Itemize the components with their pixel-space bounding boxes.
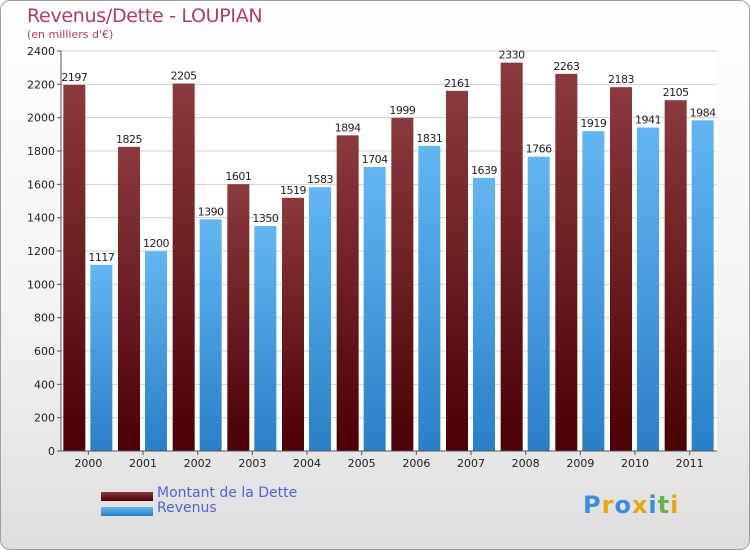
legend-swatch-dette <box>101 492 153 501</box>
data-label-dette: 1601 <box>225 170 251 183</box>
logo-letter: P <box>583 491 602 519</box>
y-tick-label: 200 <box>34 412 55 425</box>
x-tick-label: 2005 <box>348 457 376 470</box>
y-tick-label: 1400 <box>27 212 55 225</box>
data-label-revenus: 1639 <box>471 164 497 177</box>
data-label-dette: 2105 <box>663 86 689 99</box>
y-tick-label: 0 <box>48 445 55 458</box>
x-tick-label: 2001 <box>129 457 157 470</box>
y-tick-label: 1800 <box>27 145 55 158</box>
bar-dette <box>446 90 468 451</box>
data-label-revenus: 1831 <box>416 132 442 145</box>
logo-letter: o <box>614 491 632 519</box>
bar-revenus <box>527 156 550 451</box>
bar-dette <box>63 84 86 451</box>
bar-revenus <box>691 120 714 451</box>
data-label-dette: 2330 <box>499 49 525 62</box>
data-label-dette: 1894 <box>335 121 361 134</box>
x-tick-label: 2008 <box>512 457 540 470</box>
y-tick-label: 2400 <box>27 45 55 58</box>
bar-revenus <box>90 264 113 451</box>
data-label-revenus: 1200 <box>143 237 169 250</box>
bar-revenus <box>254 226 277 451</box>
bar-revenus <box>473 177 495 452</box>
proxiti-logo: Proxiti <box>583 491 679 519</box>
logo-letter: r <box>601 491 615 519</box>
bar-dette <box>664 100 687 452</box>
data-label-revenus: 1117 <box>88 251 114 264</box>
data-label-dette: 1519 <box>280 184 306 197</box>
logo-letter: i <box>648 491 658 519</box>
data-label-dette: 1999 <box>389 104 415 117</box>
data-label-revenus: 1984 <box>690 106 716 119</box>
data-label-revenus: 1583 <box>307 173 333 186</box>
bar-dette <box>172 83 195 451</box>
logo-letter: i <box>670 491 680 519</box>
bar-revenus <box>363 167 386 451</box>
data-label-dette: 2183 <box>608 73 634 86</box>
y-tick-label: 1600 <box>27 178 55 191</box>
data-label-dette: 2205 <box>171 70 197 83</box>
chart-subtitle: (en milliers d'€) <box>27 28 114 41</box>
bar-revenus <box>637 127 659 451</box>
x-tick-label: 2006 <box>402 457 430 470</box>
x-tick-label: 2000 <box>74 457 102 470</box>
legend-swatch-revenus <box>101 507 153 516</box>
y-tick-label: 400 <box>34 378 55 391</box>
data-label-revenus: 1766 <box>526 143 552 156</box>
x-tick-label: 2007 <box>457 457 485 470</box>
bar-revenus <box>199 219 222 451</box>
data-label-dette: 2263 <box>553 60 579 73</box>
bar-dette <box>610 87 632 452</box>
data-label-dette: 1825 <box>116 133 142 146</box>
legend-label-revenus: Revenus <box>157 500 217 516</box>
bar-dette <box>500 62 523 452</box>
data-label-revenus: 1919 <box>580 117 606 130</box>
y-tick-label: 600 <box>34 345 55 358</box>
bar-dette <box>391 117 414 451</box>
data-label-dette: 2197 <box>61 71 87 84</box>
bar-revenus <box>418 145 441 452</box>
chart-title: Revenus/Dette - LOUPIAN <box>27 5 263 27</box>
bar-dette <box>336 135 359 452</box>
y-tick-label: 800 <box>34 312 55 325</box>
bar-revenus <box>309 187 331 451</box>
y-tick-label: 1000 <box>27 278 55 291</box>
x-tick-label: 2004 <box>293 457 321 470</box>
logo-letter: x <box>631 491 649 519</box>
data-label-revenus: 1704 <box>362 153 388 166</box>
y-tick-label: 1200 <box>27 245 55 258</box>
data-label-revenus: 1350 <box>252 212 278 225</box>
x-tick-label: 2002 <box>184 457 212 470</box>
data-label-revenus: 1941 <box>635 114 661 127</box>
x-tick-label: 2003 <box>238 457 266 470</box>
data-label-revenus: 1390 <box>198 205 224 218</box>
y-tick-label: 2000 <box>27 112 55 125</box>
bar-dette <box>227 184 250 451</box>
legend-label-dette: Montant de la Dette <box>157 485 298 501</box>
x-tick-label: 2011 <box>676 457 704 470</box>
bar-dette <box>555 73 578 451</box>
x-tick-label: 2009 <box>566 457 594 470</box>
bar-dette <box>118 146 140 452</box>
bar-revenus <box>145 251 167 451</box>
logo-letter: t <box>657 491 671 519</box>
bar-dette <box>282 197 304 451</box>
y-tick-label: 2200 <box>27 78 55 91</box>
data-label-dette: 2161 <box>444 77 470 90</box>
x-tick-label: 2010 <box>621 457 649 470</box>
bar-revenus <box>582 131 605 451</box>
